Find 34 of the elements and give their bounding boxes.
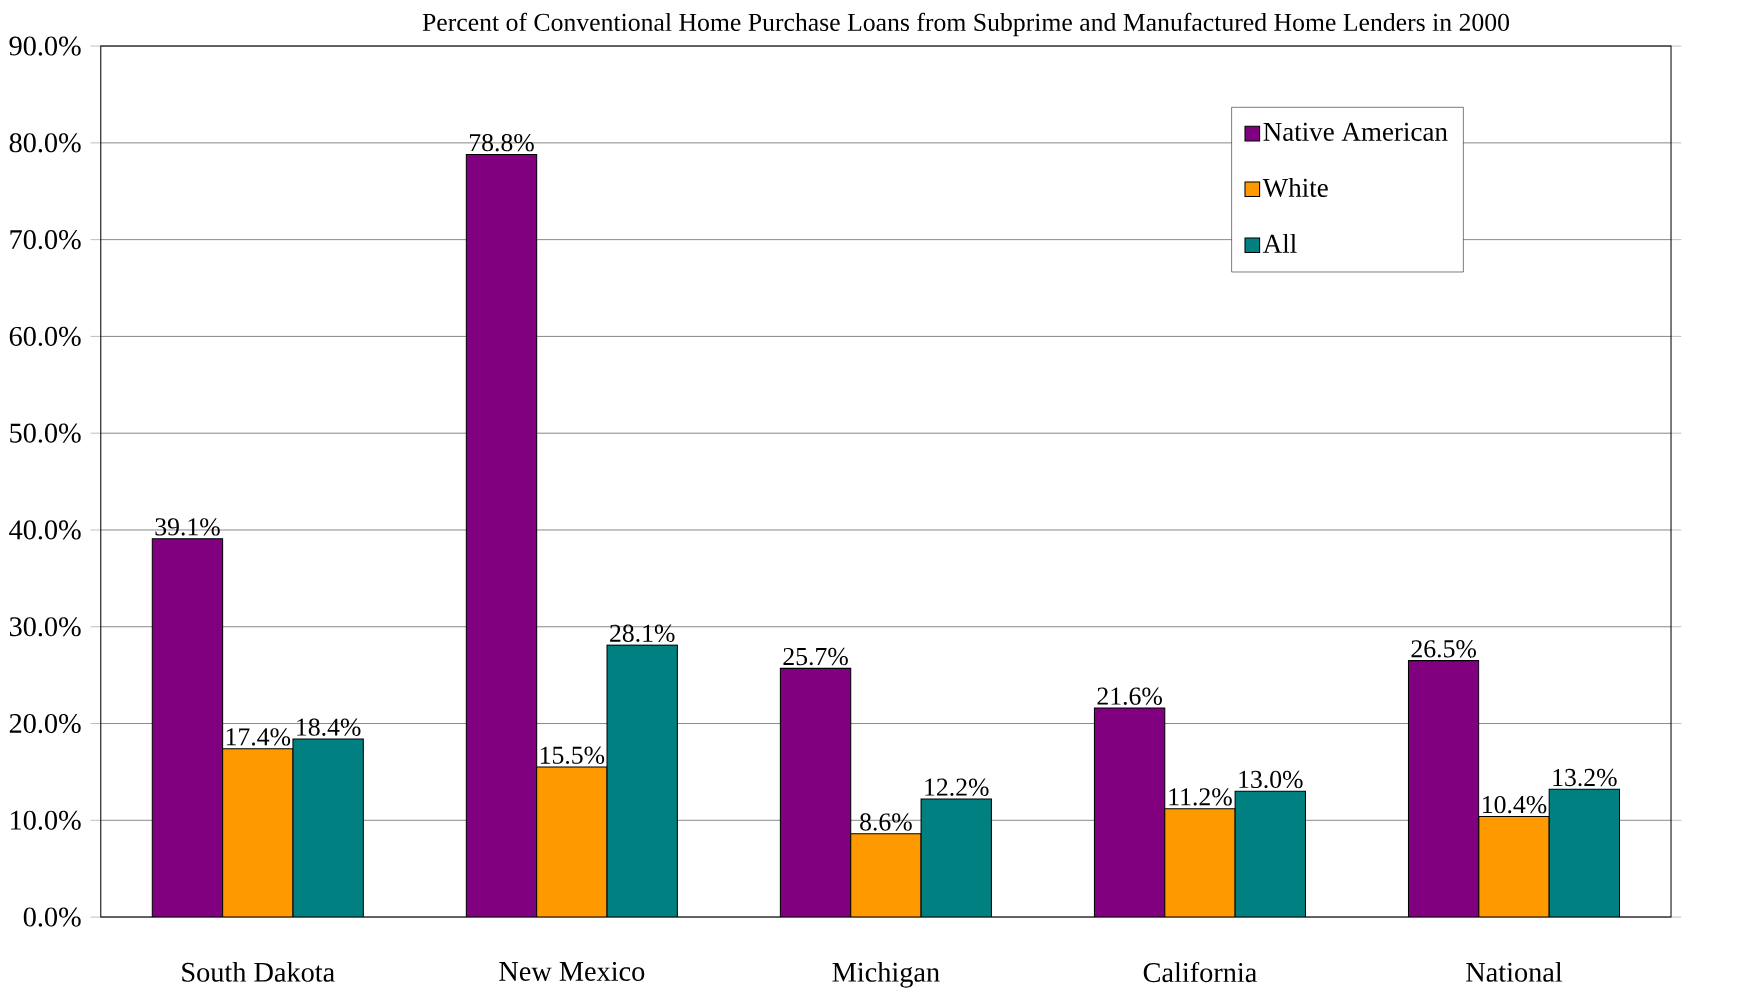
data-label: 39.1% bbox=[155, 518, 220, 536]
data-label: 26.5% bbox=[1411, 639, 1476, 658]
y-tick-label: 20.0% bbox=[9, 713, 81, 734]
y-tick-label: 50.0% bbox=[10, 423, 81, 443]
y-tick-label: 80.0% bbox=[9, 133, 81, 153]
data-label: 13.0% bbox=[1239, 770, 1303, 789]
data-label: 15.5% bbox=[540, 746, 605, 764]
data-label: 8.6% bbox=[860, 813, 912, 831]
data-label: 11.2% bbox=[1169, 788, 1232, 806]
x-tick-label: California bbox=[1143, 961, 1257, 983]
legend-label: White bbox=[1262, 177, 1328, 197]
data-label: 10.4% bbox=[1483, 795, 1547, 814]
y-tick-label: 40.0% bbox=[9, 520, 81, 540]
data-label: 78.8% bbox=[469, 133, 534, 152]
y-tick-label: 0.0% bbox=[23, 907, 81, 927]
data-label: 17.4% bbox=[226, 728, 291, 746]
x-tick-label: South Dakota bbox=[182, 961, 335, 982]
y-tick-label: 70.0% bbox=[10, 229, 81, 250]
y-tick-label: 30.0% bbox=[9, 617, 81, 637]
y-tick-label: 10.0% bbox=[11, 810, 81, 830]
y-tick-label: 60.0% bbox=[9, 326, 81, 346]
data-label: 13.2% bbox=[1553, 768, 1617, 787]
legend-label: Native American bbox=[1263, 122, 1448, 141]
y-tick-label: 90.0% bbox=[9, 36, 81, 56]
legend-label: All bbox=[1262, 233, 1297, 253]
data-label: 25.7% bbox=[783, 647, 848, 666]
x-tick-label: Michigan bbox=[832, 961, 940, 988]
data-label: 21.6% bbox=[1097, 687, 1162, 705]
data-label: 18.4% bbox=[297, 718, 361, 736]
data-label: 28.1% bbox=[610, 624, 675, 642]
x-tick-label: National bbox=[1466, 961, 1563, 982]
data-label: 12.2% bbox=[925, 778, 989, 796]
chart-title: Percent of Conventional Home Purchase Loans from Subprime and Manufactured Home Lenders in 2000 bbox=[422, 12, 1510, 37]
x-tick-label: New Mexico bbox=[499, 961, 645, 981]
